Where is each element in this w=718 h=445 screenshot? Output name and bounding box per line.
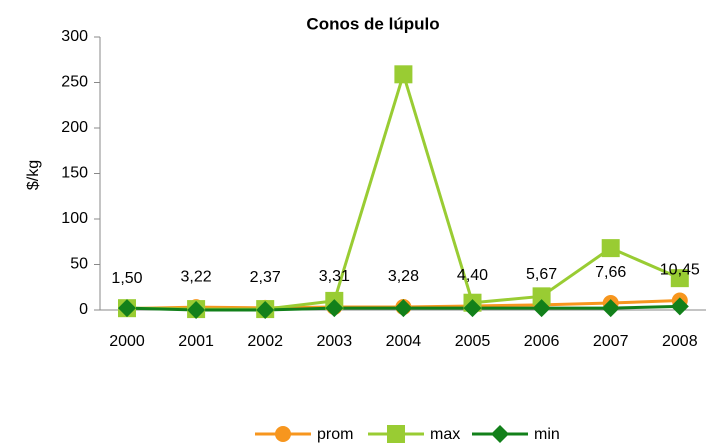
data-point [463, 299, 482, 318]
x-tick-label: 2004 [386, 333, 422, 350]
y-tick-label: 250 [61, 74, 88, 91]
legend-label: prom [317, 426, 353, 443]
data-label: 1,50 [111, 270, 142, 287]
x-tick-label: 2000 [109, 333, 145, 350]
data-point [256, 301, 275, 319]
legend-marker [491, 425, 509, 443]
data-point [325, 299, 344, 318]
x-tick-label: 2005 [455, 333, 491, 350]
data-label: 3,31 [319, 268, 350, 285]
x-tick-label: 2006 [524, 333, 560, 350]
data-point [532, 299, 551, 318]
data-label: 3,28 [388, 268, 419, 285]
x-tick-label: 2008 [662, 333, 698, 350]
data-point [394, 299, 413, 318]
x-tick-label: 2007 [593, 333, 629, 350]
legend-marker [275, 426, 291, 442]
data-point [118, 299, 136, 318]
y-tick-label: 50 [70, 256, 88, 273]
y-tick-label: 150 [61, 165, 88, 182]
x-tick-label: 2002 [247, 333, 283, 350]
data-point [601, 299, 620, 318]
data-point [670, 269, 689, 288]
y-tick-label: 100 [61, 210, 88, 227]
data-label: 3,22 [181, 268, 212, 285]
x-tick-label: 2003 [317, 333, 353, 350]
data-point [601, 239, 620, 258]
y-axis-label: $/kg [25, 160, 42, 190]
data-point [532, 287, 551, 306]
legend-label: min [534, 426, 560, 443]
data-point [394, 65, 413, 84]
legend-label: max [430, 426, 460, 443]
legend-marker [387, 425, 405, 443]
data-point [670, 297, 689, 316]
chart-title: Conos de lúpulo [306, 14, 439, 33]
data-label: 5,67 [526, 266, 557, 283]
y-tick-label: 300 [61, 28, 88, 45]
data-point [187, 301, 206, 319]
data-label: 7,66 [595, 264, 626, 281]
x-tick-label: 2001 [178, 333, 214, 350]
data-label: 2,37 [250, 269, 281, 286]
data-label: 4,40 [457, 267, 488, 284]
y-tick-label: 0 [79, 301, 88, 318]
data-label: 10,45 [660, 262, 700, 279]
y-tick-label: 200 [61, 119, 88, 136]
